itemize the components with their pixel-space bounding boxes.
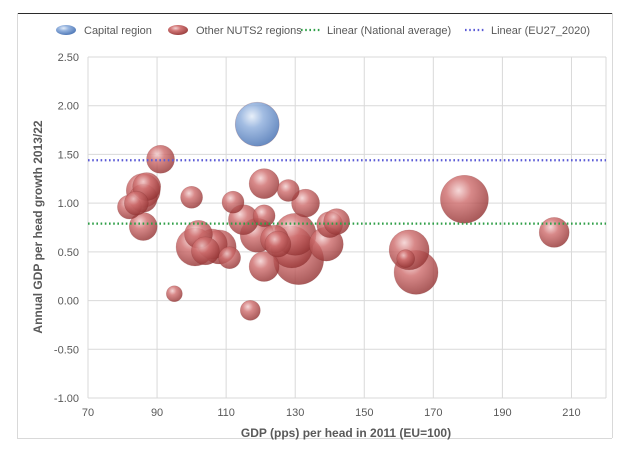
bubbles xyxy=(117,102,569,320)
legend-marker-other xyxy=(168,25,188,35)
x-axis-title: GDP (pps) per head in 2011 (EU=100) xyxy=(241,426,451,440)
x-tick-label: 170 xyxy=(424,407,442,419)
y-tick-labels: -1.00 -0.50 0.00 0.50 1.00 1.50 2.00 2.50 xyxy=(54,52,79,405)
region-bubble xyxy=(249,169,279,199)
legend-item-other: Other NUTS2 regions xyxy=(168,25,302,37)
y-tick-label: 2.50 xyxy=(58,52,79,64)
y-axis-title: Annual GDP per head growth 2013/22 xyxy=(31,120,45,333)
legend: Capital region Other NUTS2 regions Linea… xyxy=(56,25,590,37)
x-tick-label: 70 xyxy=(82,407,94,419)
y-tick-label: 2.00 xyxy=(58,101,79,113)
x-tick-label: 90 xyxy=(151,407,163,419)
x-tick-label: 130 xyxy=(286,407,304,419)
region-bubble xyxy=(265,231,291,257)
region-bubble xyxy=(191,237,219,265)
region-bubble xyxy=(181,186,203,208)
y-tick-label: 1.50 xyxy=(58,149,79,161)
legend-label-eu27: Linear (EU27_2020) xyxy=(491,25,590,37)
y-tick-label: 0.00 xyxy=(58,296,79,308)
x-tick-label: 110 xyxy=(217,407,235,419)
x-tick-labels: 70 90 110 130 150 170 190 210 xyxy=(82,407,581,419)
capital-region-bubble xyxy=(235,102,279,146)
region-bubble xyxy=(539,217,569,247)
legend-item-capital: Capital region xyxy=(56,25,152,37)
region-bubble xyxy=(240,300,260,320)
region-bubble xyxy=(166,286,182,302)
x-tick-label: 150 xyxy=(355,407,373,419)
region-bubble xyxy=(324,209,350,235)
region-bubble xyxy=(222,191,244,213)
legend-item-national-average: Linear (National average) xyxy=(301,25,451,37)
legend-label-capital: Capital region xyxy=(84,25,152,37)
legend-marker-capital xyxy=(56,25,76,35)
region-bubble xyxy=(277,179,299,201)
x-tick-label: 190 xyxy=(493,407,511,419)
y-tick-label: 0.50 xyxy=(58,247,79,259)
region-bubble xyxy=(397,250,415,268)
legend-label-other: Other NUTS2 regions xyxy=(196,25,302,37)
legend-item-eu27: Linear (EU27_2020) xyxy=(465,25,590,37)
x-tick-label: 210 xyxy=(562,407,580,419)
y-tick-label: 1.00 xyxy=(58,198,79,210)
region-bubble xyxy=(124,191,148,215)
y-tick-label: -1.00 xyxy=(54,393,79,405)
y-tick-label: -0.50 xyxy=(54,344,79,356)
legend-label-national-average: Linear (National average) xyxy=(327,25,451,37)
region-bubble xyxy=(219,247,241,269)
region-bubble xyxy=(440,175,488,223)
